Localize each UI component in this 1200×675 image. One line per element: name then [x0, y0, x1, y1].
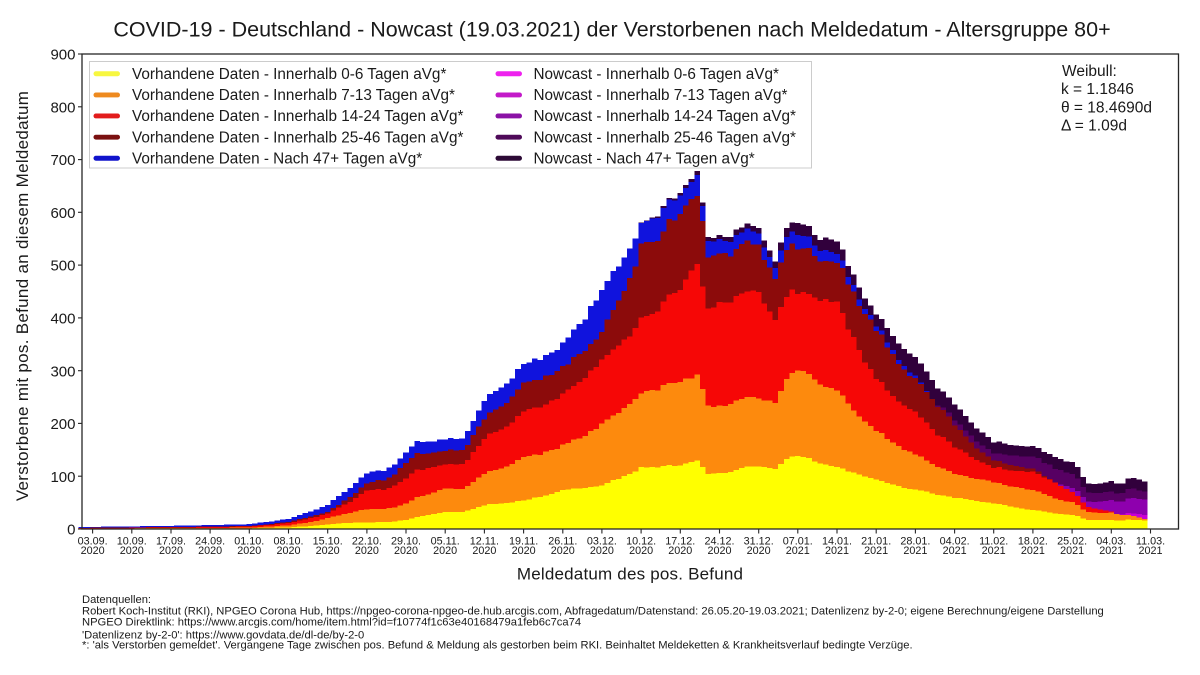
svg-text:01.10.: 01.10. [234, 535, 264, 547]
svg-text:2020: 2020 [472, 545, 496, 557]
svg-text:2020: 2020 [355, 545, 379, 557]
svg-text:2020: 2020 [707, 545, 731, 557]
svg-text:2021: 2021 [786, 545, 810, 557]
svg-text:0: 0 [67, 522, 75, 539]
svg-text:15.10.: 15.10. [313, 535, 343, 547]
svg-text:2020: 2020 [159, 545, 183, 557]
svg-text:2020: 2020 [198, 545, 222, 557]
svg-text:2020: 2020 [316, 545, 340, 557]
svg-text:NPGEO Direktlink: https://www.: NPGEO Direktlink: https://www.arcgis.com… [82, 617, 581, 629]
svg-text:Vorhandene Daten - Innerhalb 2: Vorhandene Daten - Innerhalb 25-46 Tagen… [132, 129, 463, 146]
svg-text:07.01.: 07.01. [783, 535, 813, 547]
svg-text:2021: 2021 [1138, 545, 1162, 557]
svg-text:Meldedatum des pos. Befund: Meldedatum des pos. Befund [517, 565, 743, 584]
svg-text:2021: 2021 [943, 545, 967, 557]
svg-text:Robert Koch-Institut (RKI), NP: Robert Koch-Institut (RKI), NPGEO Corona… [82, 606, 1104, 618]
svg-text:12.11.: 12.11. [470, 535, 499, 547]
svg-text:17.09.: 17.09. [156, 535, 186, 547]
svg-text:2020: 2020 [747, 545, 771, 557]
svg-text:700: 700 [50, 152, 75, 169]
svg-text:500: 500 [50, 258, 75, 275]
svg-text:COVID-19 - Deutschland - Nowca: COVID-19 - Deutschland - Nowcast (19.03.… [113, 18, 1110, 42]
svg-text:03.12.: 03.12. [587, 535, 617, 547]
svg-text:Δ = 1.09d: Δ = 1.09d [1061, 118, 1127, 135]
svg-text:18.02.: 18.02. [1018, 535, 1048, 547]
svg-text:2021: 2021 [1099, 545, 1123, 557]
svg-text:2021: 2021 [1021, 545, 1045, 557]
svg-text:25.02.: 25.02. [1057, 535, 1087, 547]
svg-text:Nowcast - Innerhalb 25-46 Tage: Nowcast - Innerhalb 25-46 Tagen aVg* [534, 129, 797, 146]
svg-text:05.11.: 05.11. [431, 535, 460, 547]
svg-text:Nowcast - Innerhalb 0-6 Tagen: Nowcast - Innerhalb 0-6 Tagen aVg* [534, 66, 780, 83]
svg-text:Nowcast - Innerhalb 7-13 Tagen: Nowcast - Innerhalb 7-13 Tagen aVg* [534, 87, 788, 104]
svg-text:26.11.: 26.11. [548, 535, 577, 547]
svg-text:03.09.: 03.09. [78, 535, 108, 547]
svg-text:2020: 2020 [512, 545, 536, 557]
svg-text:300: 300 [50, 363, 75, 380]
svg-text:Vorhandene Daten - Nach 47+ Ta: Vorhandene Daten - Nach 47+ Tagen aVg* [132, 150, 422, 167]
svg-text:10.12.: 10.12. [626, 535, 656, 547]
svg-text:Datenquellen:: Datenquellen: [82, 594, 151, 606]
svg-text:31.12.: 31.12. [744, 535, 774, 547]
svg-text:800: 800 [50, 99, 75, 116]
svg-text:Nowcast - Nach 47+ Tagen aVg*: Nowcast - Nach 47+ Tagen aVg* [534, 150, 755, 167]
svg-text:Nowcast - Innerhalb 14-24 Tage: Nowcast - Innerhalb 14-24 Tagen aVg* [534, 108, 797, 125]
svg-text:14.01.: 14.01. [822, 535, 852, 547]
svg-text:400: 400 [50, 311, 75, 328]
svg-text:24.09.: 24.09. [195, 535, 225, 547]
svg-text:2021: 2021 [903, 545, 927, 557]
svg-text:04.03.: 04.03. [1096, 535, 1126, 547]
svg-text:11.02.: 11.02. [979, 535, 1008, 547]
svg-text:11.03.: 11.03. [1136, 535, 1165, 547]
svg-text:Vorhandene Daten - Innerhalb 1: Vorhandene Daten - Innerhalb 14-24 Tagen… [132, 108, 463, 125]
svg-text:2021: 2021 [1060, 545, 1084, 557]
svg-text:21.01.: 21.01. [861, 535, 891, 547]
svg-text:Vorhandene Daten - Innerhalb 0: Vorhandene Daten - Innerhalb 0-6 Tagen a… [132, 66, 446, 83]
svg-text:2020: 2020 [81, 545, 105, 557]
svg-text:600: 600 [50, 205, 75, 222]
svg-text:'Datenlizenz by-2-0': https://: 'Datenlizenz by-2-0': https://www.govdat… [82, 630, 364, 642]
svg-text:2020: 2020 [237, 545, 261, 557]
svg-text:2020: 2020 [668, 545, 692, 557]
svg-text:2020: 2020 [590, 545, 614, 557]
svg-text:24.12.: 24.12. [704, 535, 734, 547]
svg-text:2020: 2020 [433, 545, 457, 557]
svg-text:2020: 2020 [276, 545, 300, 557]
svg-text:29.10.: 29.10. [391, 535, 421, 547]
svg-text:2021: 2021 [982, 545, 1006, 557]
svg-text:2021: 2021 [825, 545, 849, 557]
svg-text:θ = 18.4690d: θ = 18.4690d [1061, 99, 1152, 116]
svg-text:28.01.: 28.01. [900, 535, 930, 547]
svg-text:08.10.: 08.10. [273, 535, 303, 547]
svg-text:100: 100 [50, 469, 75, 486]
svg-text:2020: 2020 [629, 545, 653, 557]
svg-text:17.12.: 17.12. [665, 535, 695, 547]
svg-text:2020: 2020 [394, 545, 418, 557]
svg-text:10.09.: 10.09. [117, 535, 147, 547]
svg-text:k = 1.1846: k = 1.1846 [1061, 81, 1134, 98]
svg-text:19.11.: 19.11. [509, 535, 538, 547]
svg-text:900: 900 [50, 47, 75, 64]
svg-text:04.02.: 04.02. [940, 535, 970, 547]
svg-text:200: 200 [50, 416, 75, 433]
svg-text:Weibull:: Weibull: [1062, 63, 1117, 80]
svg-text:22.10.: 22.10. [352, 535, 382, 547]
svg-text:2021: 2021 [864, 545, 888, 557]
svg-text:2020: 2020 [120, 545, 144, 557]
svg-text:*: 'als Verstorben gemeldet'.: *: 'als Verstorben gemeldet'. Vergangene… [82, 640, 913, 652]
svg-text:2020: 2020 [551, 545, 575, 557]
svg-text:Vorhandene Daten - Innerhalb 7: Vorhandene Daten - Innerhalb 7-13 Tagen … [132, 87, 455, 104]
svg-text:Verstorbene mit pos. Befund an: Verstorbene mit pos. Befund an diesem Me… [13, 91, 32, 501]
